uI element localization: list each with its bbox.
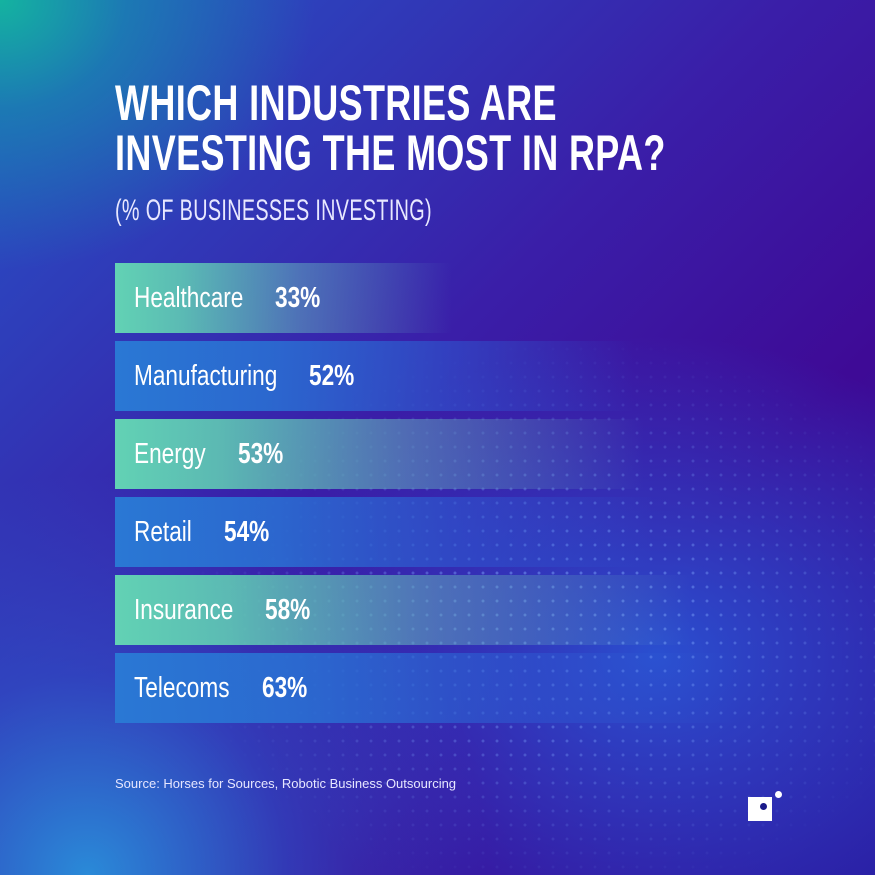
bar-value-label: 54%: [223, 515, 270, 548]
bar-retail: Retail 54%: [115, 497, 653, 567]
bar-insurance: Insurance 58%: [115, 575, 692, 645]
brand-logo-icon: [748, 797, 772, 821]
bar-healthcare: Healthcare 33%: [115, 263, 452, 333]
bar-value-label: 58%: [265, 593, 311, 626]
bar-value-label: 63%: [261, 671, 307, 704]
title-line-1: WHICH INDUSTRIES ARE: [115, 75, 557, 131]
bar-value-label: 52%: [309, 359, 355, 392]
bar-label: Retail: [134, 515, 192, 548]
bar-telecoms: Telecoms 63%: [115, 653, 740, 723]
brand-logo-dot-icon: [775, 791, 782, 798]
bar-manufacturing: Manufacturing 52%: [115, 341, 634, 411]
bar-value-label: 33%: [275, 281, 321, 314]
bar-energy: Energy 53%: [115, 419, 644, 489]
chart-title: WHICH INDUSTRIES ARE INVESTING THE MOST …: [115, 78, 666, 178]
bar-label: Insurance: [134, 593, 234, 626]
bar-label: Manufacturing: [134, 359, 278, 392]
bar-label: Telecoms: [134, 671, 230, 704]
chart-subtitle: (% OF BUSINESSES INVESTING): [115, 194, 432, 227]
bar-value-label: 53%: [237, 437, 283, 470]
bar-label: Healthcare: [134, 281, 244, 314]
bar-label: Energy: [134, 437, 206, 470]
source-note: Source: Horses for Sources, Robotic Busi…: [115, 776, 457, 791]
title-line-2: INVESTING THE MOST IN RPA?: [115, 125, 666, 181]
